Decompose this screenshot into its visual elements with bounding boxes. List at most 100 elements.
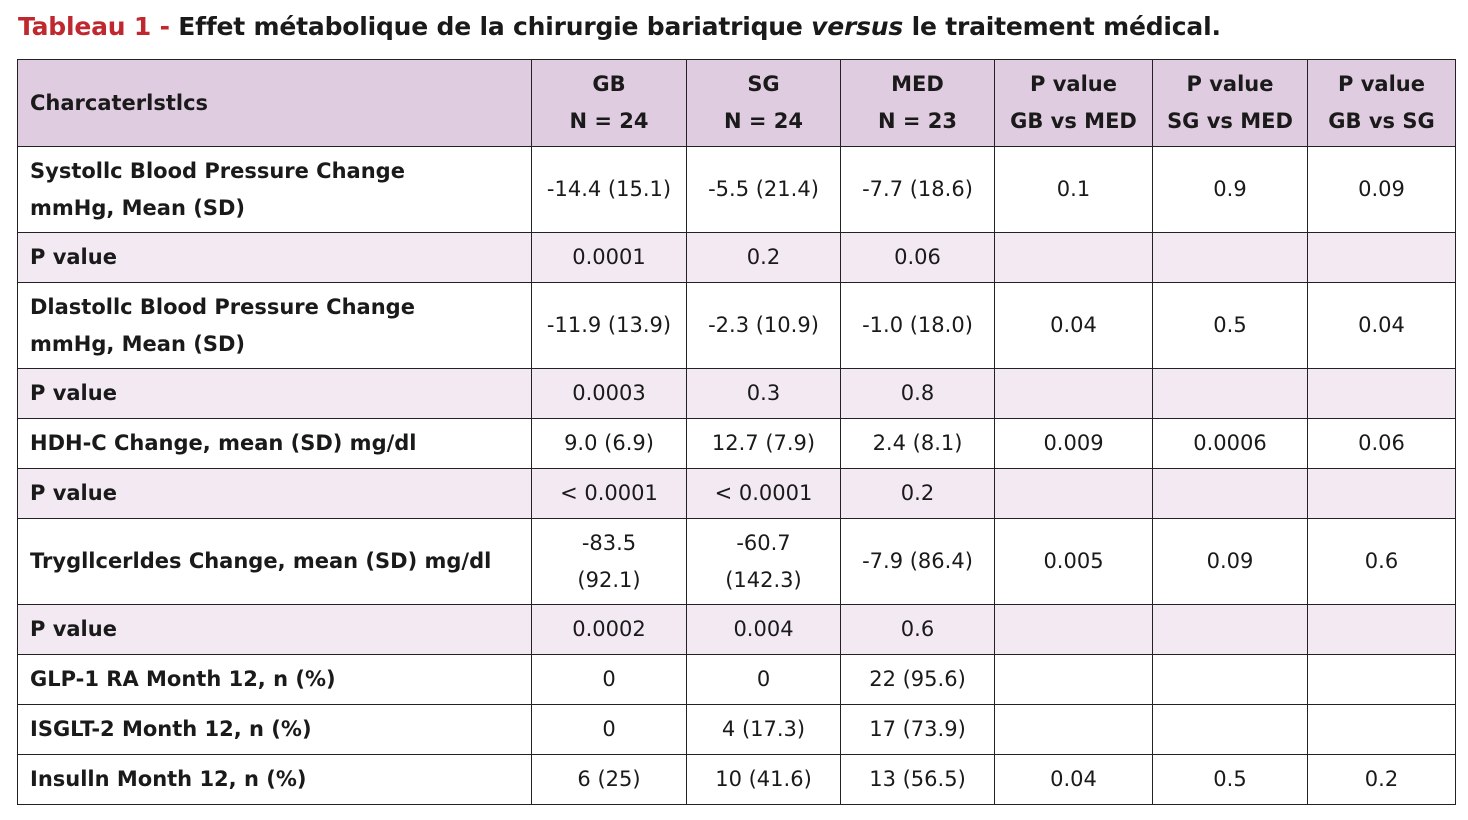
table-row: P value < 0.0001 < 0.0001 0.2 bbox=[17, 468, 1456, 519]
header-row: Charcaterlstlcs GB N = 24 SG N = 24 MED N =… bbox=[17, 59, 1456, 147]
cell-gb: 0.0002 bbox=[531, 604, 687, 655]
cell-med: 0.06 bbox=[840, 232, 995, 283]
cell-p-sg-med bbox=[1152, 232, 1308, 283]
cell-sg: -2.3 (10.9) bbox=[686, 282, 841, 369]
row-label: P value bbox=[17, 232, 532, 283]
cell-gb: 9.0 (6.9) bbox=[531, 418, 687, 469]
cell-sg: 12.7 (7.9) bbox=[686, 418, 841, 469]
cell-p-gb-sg: 0.2 bbox=[1307, 754, 1456, 805]
caption-text-after: le traitement médical. bbox=[911, 12, 1221, 41]
cell-p-gb-med bbox=[994, 232, 1153, 283]
cell-p-gb-sg bbox=[1307, 368, 1456, 419]
header-p-gb-med: P value GB vs MED bbox=[994, 59, 1153, 147]
metabolic-effect-table: Charcaterlstlcs GB N = 24 SG N = 24 MED N =… bbox=[17, 59, 1456, 805]
table-row: P value 0.0003 0.3 0.8 bbox=[17, 368, 1456, 419]
cell-sg: 0.2 bbox=[686, 232, 841, 283]
cell-p-gb-sg: 0.06 bbox=[1307, 418, 1456, 469]
cell-gb: 0 bbox=[531, 654, 687, 705]
row-label: P value bbox=[17, 368, 532, 419]
header-sg: SG N = 24 bbox=[686, 59, 841, 147]
cell-p-gb-med: 0.009 bbox=[994, 418, 1153, 469]
table-row: Trygllcerldes Change, mean (SD) mg/dl -8… bbox=[17, 518, 1456, 605]
table-row: P value 0.0002 0.004 0.6 bbox=[17, 604, 1456, 655]
table-row: Insulln Month 12, n (%) 6 (25) 10 (41.6)… bbox=[17, 754, 1456, 805]
cell-p-gb-sg bbox=[1307, 604, 1456, 655]
row-label: HDH-C Change, mean (SD) mg/dl bbox=[17, 418, 532, 469]
table-row: GLP-1 RA Month 12, n (%) 0 0 22 (95.6) bbox=[17, 654, 1456, 705]
cell-p-gb-sg: 0.04 bbox=[1307, 282, 1456, 369]
cell-med: -1.0 (18.0) bbox=[840, 282, 995, 369]
cell-p-gb-med bbox=[994, 604, 1153, 655]
cell-p-gb-sg bbox=[1307, 232, 1456, 283]
cell-p-gb-med: 0.1 bbox=[994, 146, 1153, 233]
caption-label: Tableau 1 - bbox=[18, 12, 170, 41]
row-label: GLP-1 RA Month 12, n (%) bbox=[17, 654, 532, 705]
header-gb: GB N = 24 bbox=[531, 59, 687, 147]
cell-gb: 0.0001 bbox=[531, 232, 687, 283]
row-label: Systollc Blood Pressure Change mmHg, Mean… bbox=[17, 146, 532, 233]
cell-p-sg-med bbox=[1152, 654, 1308, 705]
row-label: P value bbox=[17, 468, 532, 519]
caption-text-before: Effet métabolique de la chirurgie bariat… bbox=[178, 12, 803, 41]
cell-gb: 0.0003 bbox=[531, 368, 687, 419]
row-label: Insulln Month 12, n (%) bbox=[17, 754, 532, 805]
cell-gb: 6 (25) bbox=[531, 754, 687, 805]
cell-p-gb-sg: 0.09 bbox=[1307, 146, 1456, 233]
cell-p-gb-med bbox=[994, 654, 1153, 705]
cell-p-sg-med: 0.0006 bbox=[1152, 418, 1308, 469]
row-label: P value bbox=[17, 604, 532, 655]
cell-med: 0.2 bbox=[840, 468, 995, 519]
table-row: P value 0.0001 0.2 0.06 bbox=[17, 232, 1456, 283]
table-row: ISGLT-2 Month 12, n (%) 0 4 (17.3) 17 (7… bbox=[17, 704, 1456, 755]
cell-gb: 0 bbox=[531, 704, 687, 755]
cell-sg: < 0.0001 bbox=[686, 468, 841, 519]
cell-p-gb-med: 0.005 bbox=[994, 518, 1153, 605]
table-row: Dlastollc Blood Pressure Change mmHg, Mea… bbox=[17, 282, 1456, 369]
header-p-gb-sg: P value GB vs SG bbox=[1307, 59, 1456, 147]
cell-gb: -83.5 (92.1) bbox=[531, 518, 687, 605]
cell-med: 22 (95.6) bbox=[840, 654, 995, 705]
cell-p-gb-sg: 0.6 bbox=[1307, 518, 1456, 605]
cell-gb: < 0.0001 bbox=[531, 468, 687, 519]
row-label: Dlastollc Blood Pressure Change mmHg, Mea… bbox=[17, 282, 532, 369]
table-row: Systollc Blood Pressure Change mmHg, Mean… bbox=[17, 146, 1456, 233]
cell-p-gb-sg bbox=[1307, 468, 1456, 519]
cell-sg: 0 bbox=[686, 654, 841, 705]
cell-p-gb-med bbox=[994, 704, 1153, 755]
cell-gb: -14.4 (15.1) bbox=[531, 146, 687, 233]
cell-med: -7.7 (18.6) bbox=[840, 146, 995, 233]
cell-med: 0.6 bbox=[840, 604, 995, 655]
cell-p-gb-med: 0.04 bbox=[994, 282, 1153, 369]
cell-med: 17 (73.9) bbox=[840, 704, 995, 755]
cell-p-sg-med: 0.5 bbox=[1152, 282, 1308, 369]
header-med: MED N = 23 bbox=[840, 59, 995, 147]
cell-p-sg-med bbox=[1152, 604, 1308, 655]
cell-p-sg-med: 0.5 bbox=[1152, 754, 1308, 805]
cell-p-sg-med: 0.09 bbox=[1152, 518, 1308, 605]
table-row: HDH-C Change, mean (SD) mg/dl 9.0 (6.9) … bbox=[17, 418, 1456, 469]
row-label: ISGLT-2 Month 12, n (%) bbox=[17, 704, 532, 755]
cell-sg: 0.004 bbox=[686, 604, 841, 655]
cell-p-gb-med bbox=[994, 368, 1153, 419]
cell-med: -7.9 (86.4) bbox=[840, 518, 995, 605]
cell-sg: -60.7 (142.3) bbox=[686, 518, 841, 605]
cell-sg: 4 (17.3) bbox=[686, 704, 841, 755]
header-characteristics: Charcaterlstlcs bbox=[17, 59, 532, 147]
cell-p-sg-med bbox=[1152, 468, 1308, 519]
caption-text-italic: versus bbox=[811, 12, 904, 41]
cell-med: 2.4 (8.1) bbox=[840, 418, 995, 469]
cell-sg: -5.5 (21.4) bbox=[686, 146, 841, 233]
row-label: Trygllcerldes Change, mean (SD) mg/dl bbox=[17, 518, 532, 605]
cell-p-gb-sg bbox=[1307, 654, 1456, 705]
cell-med: 0.8 bbox=[840, 368, 995, 419]
cell-p-sg-med bbox=[1152, 368, 1308, 419]
cell-sg: 10 (41.6) bbox=[686, 754, 841, 805]
cell-p-sg-med bbox=[1152, 704, 1308, 755]
cell-p-gb-med bbox=[994, 468, 1153, 519]
table-caption: Tableau 1 - Effet métabolique de la chir… bbox=[18, 12, 1221, 41]
header-p-sg-med: P value SG vs MED bbox=[1152, 59, 1308, 147]
cell-p-gb-med: 0.04 bbox=[994, 754, 1153, 805]
cell-med: 13 (56.5) bbox=[840, 754, 995, 805]
cell-gb: -11.9 (13.9) bbox=[531, 282, 687, 369]
cell-p-sg-med: 0.9 bbox=[1152, 146, 1308, 233]
